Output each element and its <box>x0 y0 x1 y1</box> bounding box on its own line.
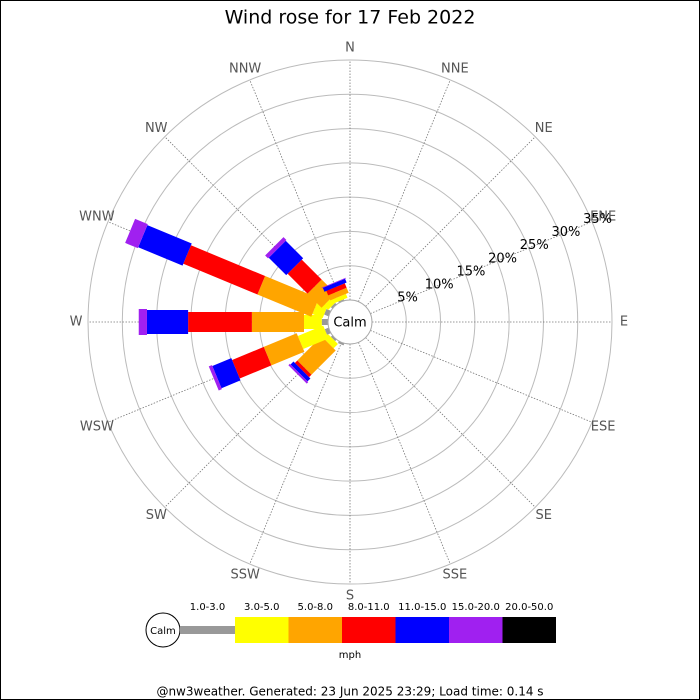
bar-segment <box>125 218 148 249</box>
bar-segment <box>268 240 304 276</box>
footer: @nw3weather. Generated: 23 Jun 2025 23:2… <box>156 685 543 699</box>
bar-segment <box>212 358 241 389</box>
bar-segment <box>338 341 345 346</box>
direction-label: N <box>345 41 355 56</box>
direction-label: NNW <box>229 61 261 76</box>
direction-label: NNE <box>441 61 469 76</box>
ring-label: 30% <box>551 225 580 240</box>
legend-swatch <box>502 617 556 643</box>
direction-label: WNW <box>79 210 115 225</box>
legend-label: 15.0-20.0 <box>452 602 500 613</box>
bar-segment <box>304 315 322 329</box>
direction-bars <box>338 341 345 346</box>
legend-swatch <box>395 617 449 643</box>
direction-label: SSE <box>442 568 467 583</box>
legend-swatch <box>288 617 342 643</box>
direction-bars <box>208 325 331 391</box>
legend-label: 1.0-3.0 <box>190 602 225 613</box>
legend-swatch <box>235 617 289 643</box>
legend-swatch <box>449 617 503 643</box>
spoke <box>358 79 451 302</box>
direction-label: SW <box>146 508 167 523</box>
ring <box>121 93 579 551</box>
bar-segment <box>322 278 347 292</box>
spoke <box>365 136 536 307</box>
spoke <box>358 342 451 565</box>
direction-label: WSW <box>80 419 114 434</box>
units: mph <box>339 650 361 661</box>
direction-bars <box>138 309 329 335</box>
spoke <box>249 342 342 565</box>
calm-label: Calm <box>333 316 366 331</box>
bar-segment <box>297 325 329 349</box>
legend-label: 3.0-5.0 <box>244 602 279 613</box>
bar-segment <box>138 225 192 266</box>
bar-segment <box>294 360 312 378</box>
bar-segment <box>265 237 287 259</box>
legend-label: 11.0-15.0 <box>398 602 446 613</box>
legend-swatch <box>342 617 396 643</box>
direction-label: SSW <box>230 568 260 583</box>
bar-segment <box>326 283 347 296</box>
legend-calm-label: Calm <box>150 626 176 637</box>
legend-label: 20.0-50.0 <box>505 602 553 613</box>
direction-bars <box>265 237 338 310</box>
direction-bars <box>125 218 331 319</box>
ring-label: 15% <box>456 264 485 279</box>
bar-segment <box>263 333 305 366</box>
direction-label: NW <box>145 121 168 136</box>
bar-segment <box>328 287 349 301</box>
bar-segment <box>183 245 266 295</box>
bar-segment <box>257 276 319 317</box>
calm-circle <box>327 299 373 345</box>
legend-label: 8.0-11.0 <box>348 602 390 613</box>
direction-label: E <box>620 315 628 330</box>
ring-label: 20% <box>488 251 517 266</box>
bar-segment <box>287 259 322 294</box>
bar-segment <box>290 361 311 382</box>
bar-segment <box>288 363 309 384</box>
bar-segment <box>251 312 304 332</box>
direction-label: S <box>346 589 354 604</box>
direction-bars <box>321 277 349 304</box>
chart-title: Wind rose for 17 Feb 2022 <box>225 7 476 29</box>
bar-segment <box>146 310 189 334</box>
bar-segment <box>324 327 331 335</box>
ring-label: 25% <box>520 238 549 253</box>
direction-label: ESE <box>591 419 616 434</box>
bar-segment <box>188 312 252 332</box>
spoke <box>370 330 593 423</box>
bar-segment <box>330 335 337 342</box>
ring-label: 10% <box>425 278 454 293</box>
spoke <box>249 79 342 302</box>
legend-swatch <box>180 626 235 634</box>
direction-label: W <box>70 315 83 330</box>
bar-segment <box>297 336 336 375</box>
ring-label: 35% <box>583 212 612 227</box>
bar-segment <box>333 293 348 304</box>
direction-label: SE <box>536 508 552 523</box>
legend-label: 5.0-8.0 <box>298 602 333 613</box>
spoke <box>370 221 593 314</box>
bar-segment <box>232 346 272 379</box>
bar-segment <box>338 299 345 303</box>
bar-segment <box>138 309 147 335</box>
ring <box>87 59 613 585</box>
bar-segment <box>321 277 346 289</box>
ring-label: 5% <box>397 291 418 306</box>
direction-label: ENE <box>590 210 616 225</box>
spoke <box>365 337 536 508</box>
bar-segment <box>321 319 329 325</box>
direction-label: NE <box>535 121 553 136</box>
bar-segment <box>208 365 222 391</box>
bar-segment <box>330 302 337 309</box>
